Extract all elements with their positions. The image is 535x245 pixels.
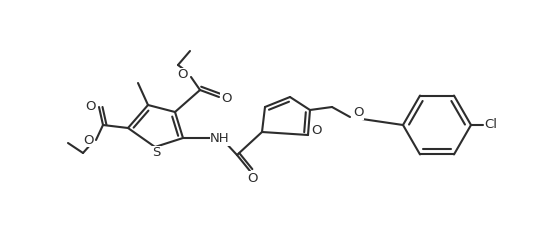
Text: O: O	[178, 69, 188, 82]
Text: NH: NH	[210, 133, 230, 146]
Text: S: S	[152, 147, 160, 159]
Text: O: O	[221, 91, 231, 105]
Text: O: O	[353, 107, 363, 120]
Text: Cl: Cl	[485, 119, 498, 132]
Text: O: O	[311, 123, 321, 136]
Text: O: O	[86, 100, 96, 113]
Text: O: O	[248, 172, 258, 184]
Text: O: O	[83, 134, 93, 147]
